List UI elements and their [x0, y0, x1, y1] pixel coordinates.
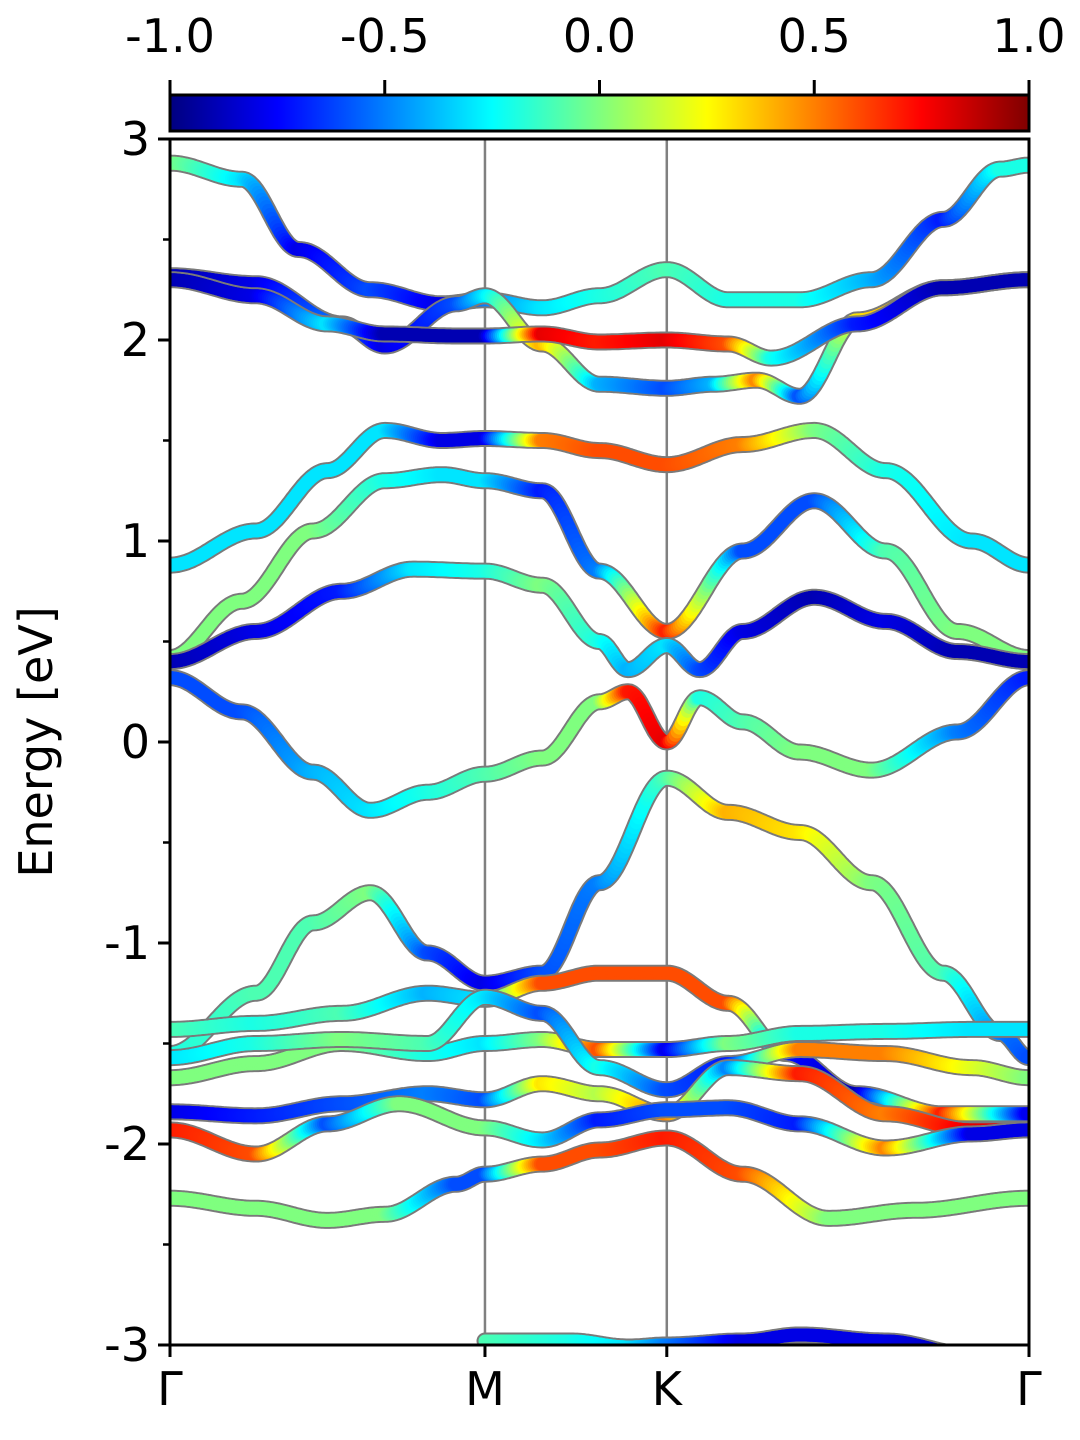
- band-4: [170, 421, 1029, 574]
- band-series: [170, 154, 1029, 1345]
- colorbar-ticks: -1.0 -0.5 0.0 0.5 1.0: [125, 9, 1066, 95]
- colorbar-gradient: [168, 93, 1031, 133]
- band-7: [170, 669, 1029, 819]
- band-1: [170, 154, 1029, 317]
- band-outline: [170, 154, 1029, 317]
- band-6: [170, 560, 1029, 679]
- colorbar: -1.0 -0.5 0.0 0.5 1.0: [125, 9, 1066, 133]
- colorbar-tick-label: 0.5: [778, 9, 851, 63]
- colorbar-tick-label: -1.0: [125, 9, 215, 63]
- colorbar-tick-label: -0.5: [340, 9, 430, 63]
- band-8: [170, 769, 1029, 1067]
- colorbar-tick-label: 0.0: [563, 9, 636, 63]
- colorbar-tick-label: 1.0: [992, 9, 1065, 63]
- band-3: [170, 271, 1029, 367]
